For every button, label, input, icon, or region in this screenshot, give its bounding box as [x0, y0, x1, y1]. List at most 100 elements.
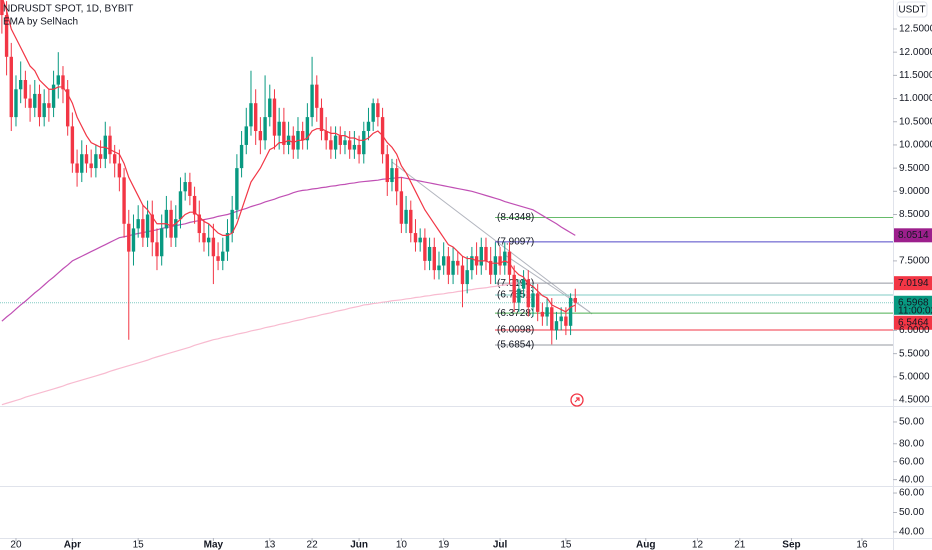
candle-body	[568, 297, 573, 326]
candle-body	[33, 93, 37, 108]
candle-body	[4, 15, 9, 57]
candle-body	[437, 265, 441, 271]
candle-body	[277, 121, 281, 136]
y-tick-label: 12.0000	[899, 47, 932, 58]
candle-body	[108, 135, 112, 155]
x-tick-label: 21	[734, 540, 746, 550]
x-tick-label: 10	[396, 540, 408, 550]
candle-body	[371, 103, 375, 122]
x-tick-label: 22	[307, 540, 319, 550]
candle-body	[258, 131, 263, 141]
pane-tick-label: 50.00	[899, 417, 924, 428]
candle-body	[343, 140, 347, 145]
price-label: 6.5968	[898, 297, 929, 308]
candle-body	[456, 260, 460, 266]
candle-body	[564, 316, 568, 326]
ema-line	[2, 0, 576, 313]
candle-body	[470, 256, 474, 271]
candle-body	[272, 98, 277, 136]
y-tick-label: 10.5000	[899, 116, 932, 127]
x-tick-label: 20	[10, 540, 22, 550]
price-label-box	[894, 276, 932, 291]
candle-body	[188, 182, 192, 196]
candle-body	[559, 316, 563, 322]
candle-body	[479, 246, 483, 266]
y-tick-label: 11.0000	[899, 93, 932, 104]
pane-tick-label: 60.00	[899, 488, 924, 499]
candle-body	[409, 209, 413, 234]
candle-body	[51, 84, 56, 108]
y-tick-label: 9.0000	[899, 186, 930, 197]
y-tick-label: 12.5000	[899, 24, 932, 35]
candle-body	[183, 182, 187, 192]
candle-body	[28, 98, 32, 108]
candle-body	[65, 89, 70, 127]
candle-body	[244, 126, 248, 145]
candle-body	[155, 242, 159, 257]
candle-body	[145, 214, 150, 238]
pane-tick-label: 40.00	[899, 474, 924, 485]
y-tick-label: 10.0000	[899, 140, 932, 151]
x-tick-label: Aug	[636, 540, 655, 550]
candle-body	[150, 214, 154, 243]
pane-tick-label: 60.00	[899, 456, 924, 467]
candle-body	[61, 75, 65, 90]
candle-body	[18, 80, 23, 90]
alert-icon[interactable]	[570, 393, 584, 407]
y-tick-label: 5.0000	[899, 371, 930, 382]
candle-body	[225, 233, 230, 252]
candle-body	[127, 223, 131, 252]
candle-body	[550, 307, 554, 331]
candle-body	[315, 84, 319, 108]
candle-body	[211, 237, 216, 257]
candle-body	[394, 168, 399, 192]
candle-body	[498, 256, 502, 266]
candle-body	[526, 279, 530, 308]
candle-body	[493, 256, 498, 275]
candle-body	[451, 260, 455, 275]
x-tick-label: 15	[560, 540, 572, 550]
candle-body	[319, 107, 324, 132]
candle-body	[357, 144, 361, 155]
candle-body	[80, 154, 84, 173]
candle-body	[47, 103, 51, 108]
candle-body	[98, 154, 103, 159]
chart-title: NDRUSDT SPOT, 1D, BYBIT	[3, 4, 133, 15]
pane-tick-label: 80.00	[899, 438, 924, 449]
price-label-box	[894, 228, 932, 243]
candle-body	[221, 251, 225, 261]
candle-body	[75, 163, 79, 173]
price-label: 8.0514	[898, 230, 929, 241]
y-tick-label: 4.5000	[899, 395, 930, 406]
candle-body	[159, 228, 164, 257]
candle-body	[230, 209, 234, 234]
candle-body	[0, 0, 4, 16]
candle-body	[531, 293, 535, 308]
candle-body	[169, 209, 173, 238]
currency-button[interactable]	[896, 1, 928, 18]
candle-body	[282, 121, 286, 145]
candle-body	[545, 307, 549, 317]
trend-line	[391, 161, 593, 315]
x-tick-label: Jul	[493, 540, 508, 550]
candle-body	[413, 233, 418, 243]
price-pane: (8.4348)(7.9097)(7.0194)(6.7651)(6.3728)…	[0, 0, 893, 406]
currency-label[interactable]: USDT	[898, 5, 925, 16]
y-tick-label: 6.0000	[899, 325, 930, 336]
candle-body	[352, 144, 357, 150]
candle-body	[136, 219, 140, 229]
y-tick-label: 7.5000	[899, 256, 930, 267]
candle-body	[390, 168, 394, 183]
candle-body	[512, 274, 516, 303]
candle-body	[423, 237, 427, 261]
candle-body	[460, 265, 465, 285]
candle-body	[305, 117, 310, 141]
candle-body	[329, 140, 333, 150]
candle-body	[427, 246, 432, 261]
x-tick-label: Sep	[782, 540, 800, 550]
candle-body	[404, 209, 408, 224]
ema-line	[1, 282, 519, 406]
x-tick-label: 12	[692, 540, 704, 550]
x-tick-label: 19	[438, 540, 450, 550]
